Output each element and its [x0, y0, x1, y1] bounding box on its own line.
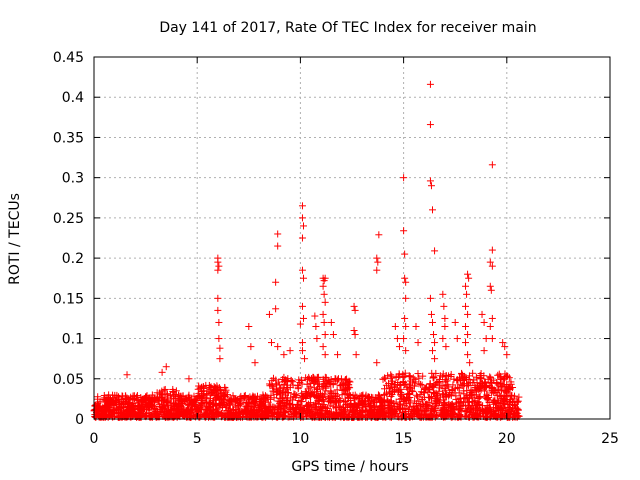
noise-band-layer: [90, 369, 523, 421]
grid-layer: [94, 56, 610, 419]
